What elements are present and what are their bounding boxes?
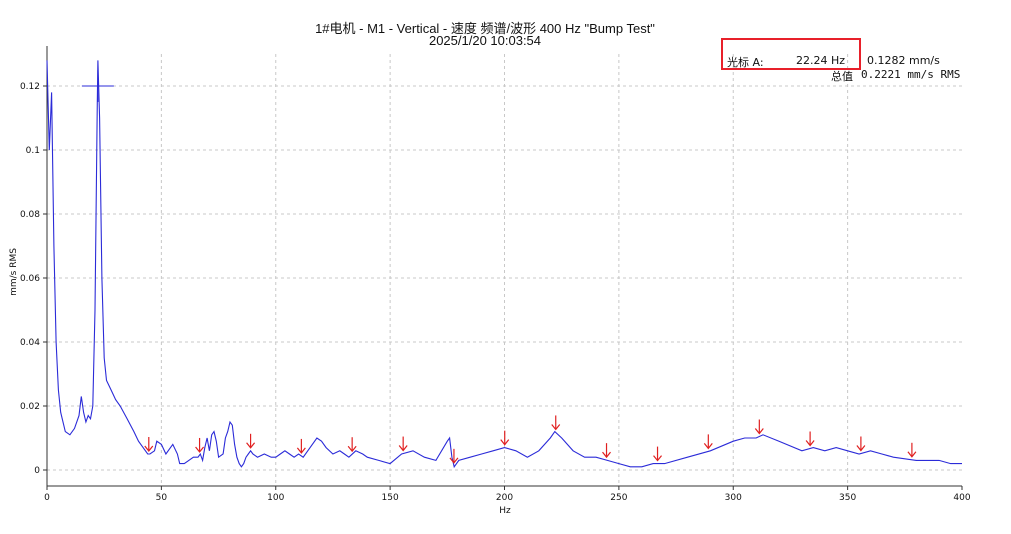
overall-label: 总值	[831, 70, 853, 83]
arrow-head	[653, 455, 663, 462]
grid-lines	[47, 54, 962, 486]
arrow-head	[551, 424, 561, 431]
y-tick-label: 0	[34, 466, 40, 476]
x-tick-label: 100	[267, 493, 284, 503]
harmonic-marker-arrow	[805, 431, 815, 447]
arrow-head	[754, 428, 764, 435]
arrow-head	[398, 445, 408, 452]
harmonic-marker-arrow	[398, 436, 408, 452]
harmonic-markers	[144, 415, 917, 464]
overall-value: 0.2221 mm/s RMS	[861, 68, 961, 81]
y-tick-label: 0.06	[20, 274, 40, 284]
harmonic-marker-arrow	[551, 415, 561, 431]
x-tick-label: 200	[496, 493, 513, 503]
x-tick-label: 400	[953, 493, 970, 503]
arrow-head	[602, 451, 611, 459]
harmonic-marker-arrow	[449, 448, 459, 464]
cursor-layer	[81, 70, 114, 102]
harmonic-marker-arrow	[296, 438, 306, 454]
x-tick-label: 0	[44, 493, 50, 503]
harmonic-marker-arrow	[500, 430, 510, 446]
cursor-amplitude: 0.1282 mm/s	[867, 54, 940, 67]
cursor-label: 光标 A:	[727, 56, 764, 69]
x-tick-label: 300	[725, 493, 742, 503]
arrow-head	[703, 443, 713, 450]
arrow-head	[449, 457, 459, 464]
arrow-head	[907, 451, 917, 458]
spectrum-line	[46, 60, 962, 469]
arrow-head	[805, 440, 815, 447]
arrow-head	[347, 445, 357, 453]
harmonic-marker-arrow	[856, 436, 866, 452]
y-tick-label: 0.1	[26, 146, 40, 156]
harmonic-marker-arrow	[144, 437, 154, 452]
harmonic-marker-arrow	[195, 437, 205, 453]
axes: 0 50 100 150 200 250 300 350 400 0 0.02 0.04 0.06 0.0…	[20, 46, 971, 503]
arrow-head	[195, 446, 205, 453]
harmonic-marker-arrow	[754, 419, 764, 435]
x-tick-label: 150	[382, 493, 399, 503]
chart-title: 1#电机 - M1 - Vertical - 速度 频谱/波形 400 Hz "…	[315, 21, 655, 36]
spectrum-trace-layer	[46, 60, 962, 469]
arrow-head	[856, 445, 866, 452]
arrow-head	[296, 447, 306, 454]
cursor-frequency: 22.24 Hz	[796, 54, 846, 67]
x-tick-label: 250	[610, 493, 627, 503]
x-axis-label: Hz	[499, 506, 511, 516]
chart-timestamp: 2025/1/20 10:03:54	[428, 33, 542, 48]
arrow-head	[144, 445, 154, 452]
harmonic-marker-arrow	[602, 443, 611, 459]
x-tick-label: 50	[156, 493, 168, 503]
arrow-head	[500, 439, 510, 446]
arrow-head	[246, 442, 256, 449]
harmonic-marker-arrow	[246, 433, 256, 449]
y-tick-label: 0.04	[20, 338, 40, 348]
harmonic-marker-arrow	[703, 434, 713, 450]
y-tick-label: 0.08	[20, 210, 40, 220]
y-tick-label: 0.02	[20, 402, 40, 412]
cursor-readout-highlight	[721, 38, 861, 70]
y-tick-label: 0.12	[20, 82, 40, 92]
harmonic-marker-arrow	[347, 437, 357, 453]
y-axis-label: mm/s RMS	[9, 248, 19, 296]
harmonic-marker-arrow	[907, 442, 917, 458]
x-tick-label: 350	[839, 493, 856, 503]
harmonic-marker-arrow	[653, 446, 663, 462]
